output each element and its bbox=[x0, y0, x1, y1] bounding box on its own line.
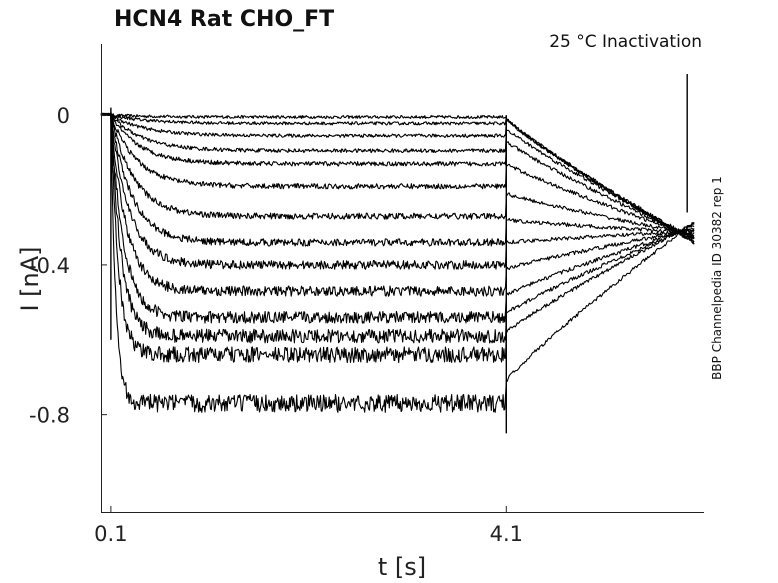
y-tick-label: 0 bbox=[57, 104, 70, 128]
chart-title: HCN4 Rat CHO_FT bbox=[114, 7, 334, 32]
y-tick-label: -0.8 bbox=[29, 404, 70, 428]
current-trace bbox=[100, 112, 695, 413]
current-trace bbox=[100, 112, 695, 240]
current-trace bbox=[100, 112, 695, 245]
channelpedia-id-note: BBP Channelpedia ID 30382 rep 1 bbox=[710, 176, 724, 380]
x-tick-label: 4.1 bbox=[490, 522, 523, 546]
current-trace bbox=[101, 112, 695, 247]
current-trace bbox=[100, 112, 695, 243]
current-trace bbox=[100, 111, 695, 344]
x-axis-label: t [s] bbox=[378, 553, 426, 581]
chart-subtitle: 25 °C Inactivation bbox=[549, 32, 702, 52]
x-ticks: 0.1 4.1 bbox=[94, 506, 523, 546]
y-ticks: 0 -0.4 -0.8 bbox=[29, 104, 107, 428]
current-trace bbox=[100, 113, 695, 364]
x-tick-label: 0.1 bbox=[94, 522, 127, 546]
current-trace bbox=[100, 112, 695, 239]
y-tick-label: -0.4 bbox=[29, 254, 70, 278]
current-trace bbox=[100, 110, 695, 270]
y-axis-label: I [nA] bbox=[16, 246, 44, 311]
current-trace bbox=[100, 112, 695, 237]
current-trace bbox=[100, 112, 695, 297]
traces bbox=[100, 73, 695, 434]
current-trace bbox=[100, 112, 695, 240]
current-trace bbox=[100, 113, 695, 324]
